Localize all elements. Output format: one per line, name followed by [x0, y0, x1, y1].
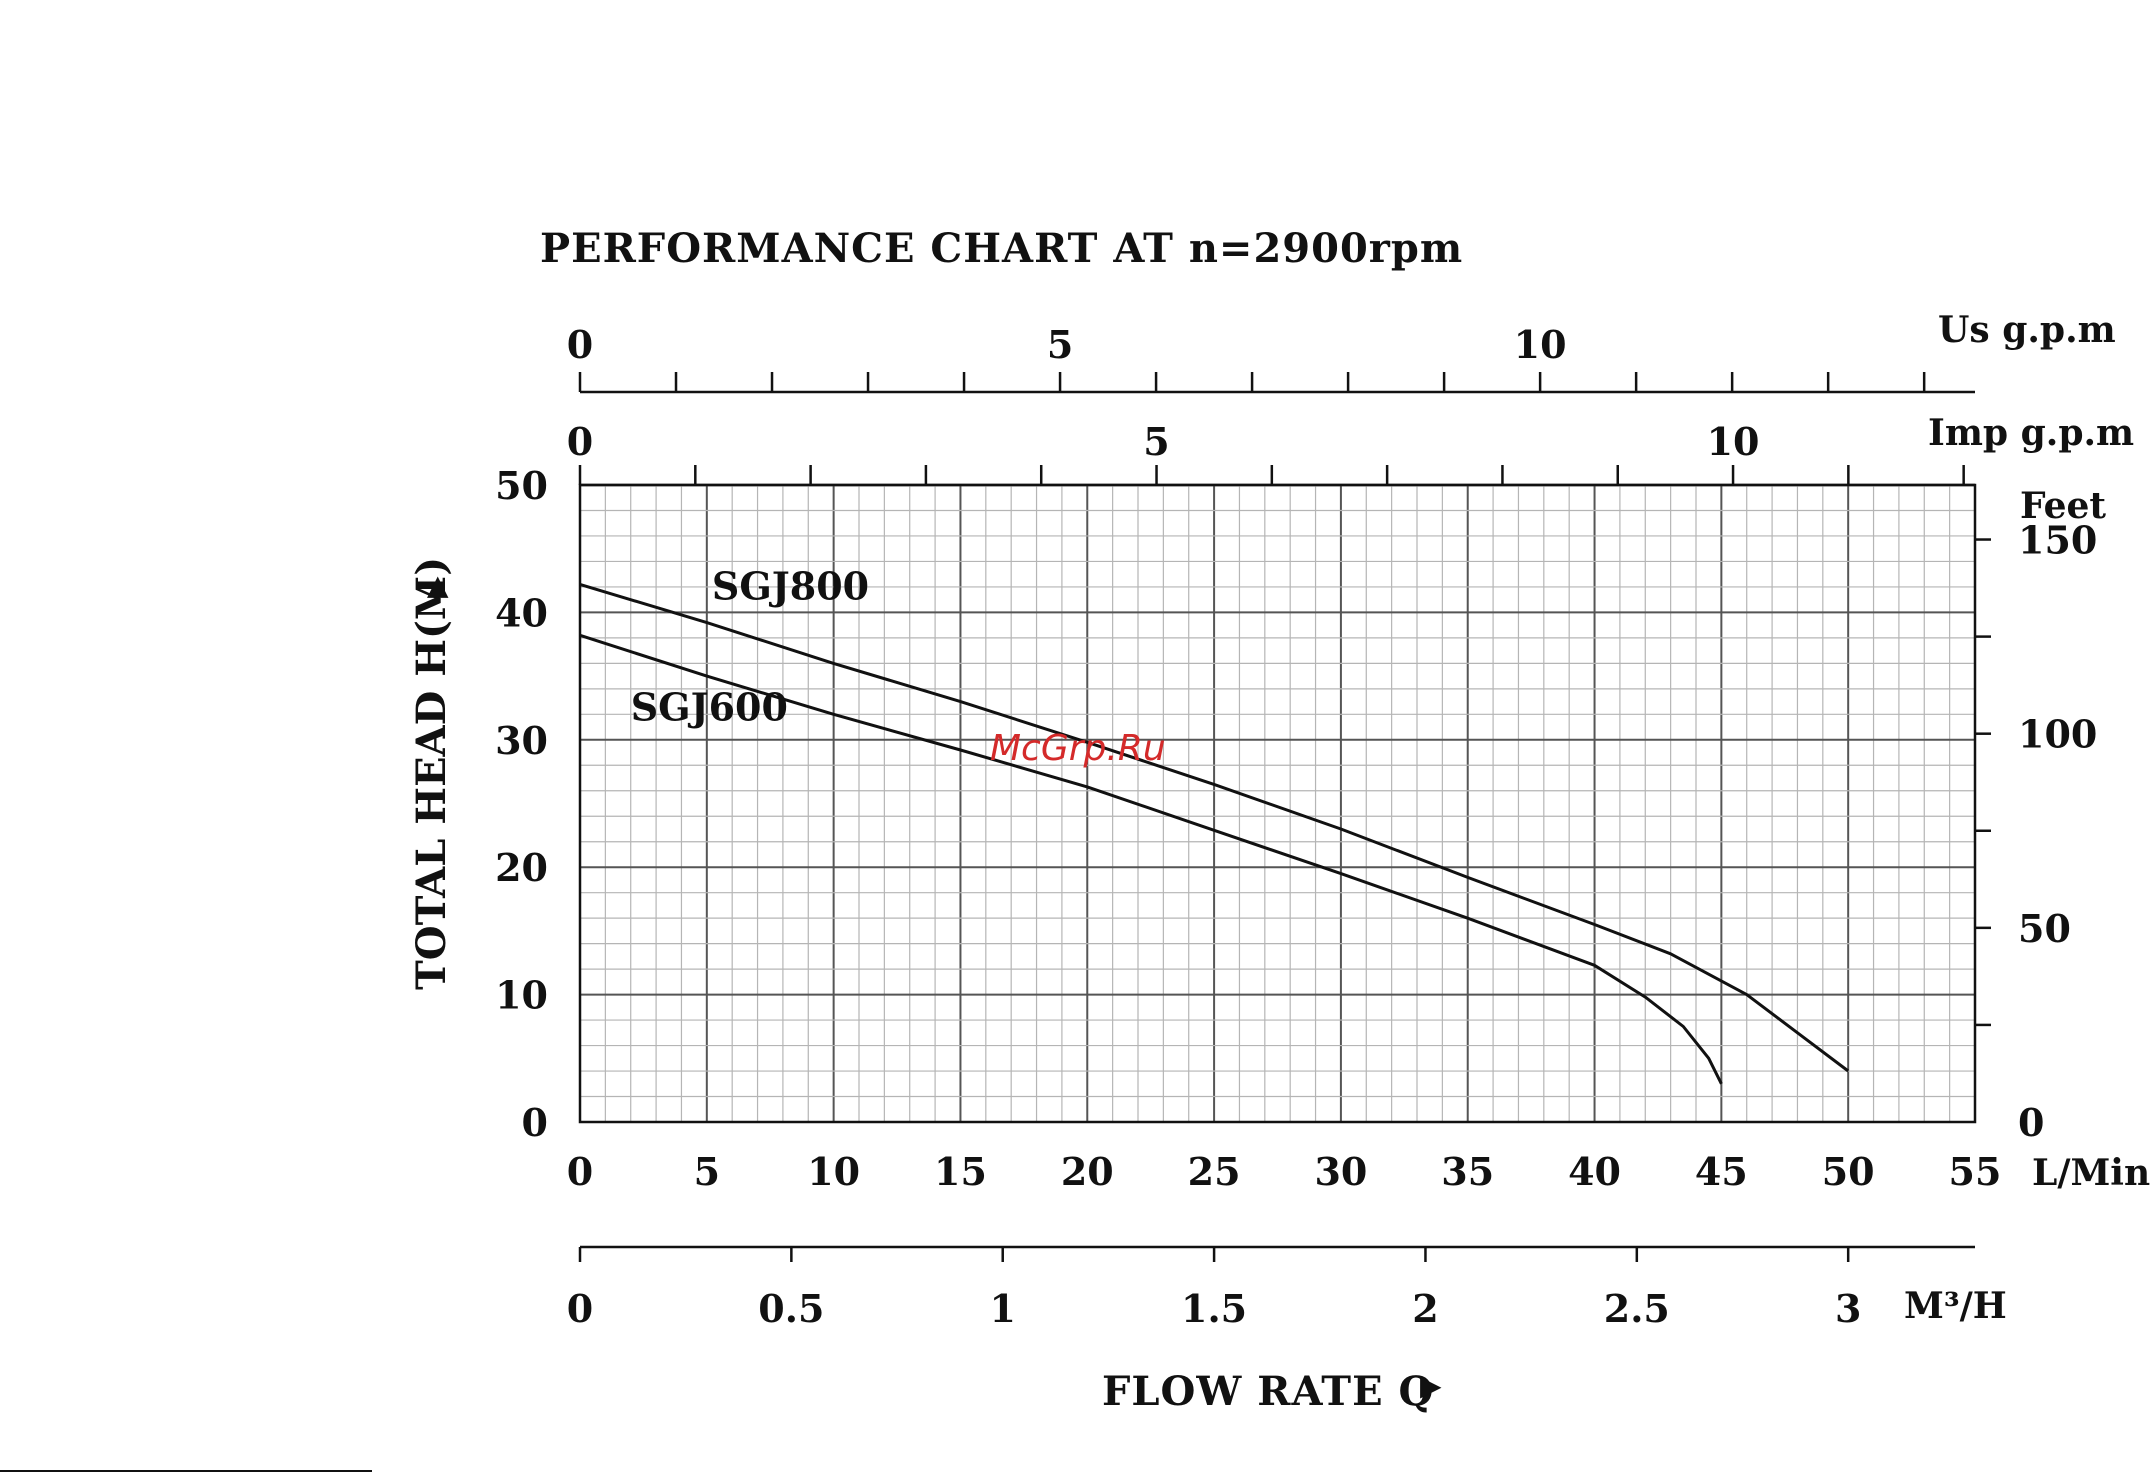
us-gpm-tick-label: 0 [567, 322, 593, 367]
x-axis-title: FLOW RATE Q [1102, 1368, 1434, 1415]
imp-gpm-axis: 0 5 10 [567, 419, 1975, 487]
y-axis-arrow: ▶ [419, 576, 452, 598]
m3h-axis: 0 0.5 1 1.5 2 2.5 3 [567, 1245, 1975, 1331]
feet-tick-label: 0 [2018, 1100, 2044, 1145]
m3h-tick-label: 3 [1835, 1286, 1861, 1331]
us-gpm-unit-label: Us g.p.m [1938, 309, 2116, 351]
chart-title: PERFORMANCE CHART AT n=2900rpm [540, 225, 1463, 272]
x-tick-label: 5 [694, 1149, 720, 1194]
imp-gpm-tick-label: 0 [567, 419, 593, 464]
x-tick-label: 15 [934, 1149, 987, 1194]
feet-tick-label: 50 [2018, 906, 2071, 951]
series-label-sgj800: SGJ800 [712, 564, 869, 609]
x-axis-tick-labels: 0 5 10 15 20 25 30 35 40 45 50 55 [567, 1149, 2002, 1194]
m3h-tick-label: 2.5 [1604, 1286, 1670, 1331]
y-tick-label: 30 [495, 718, 548, 763]
y-tick-label: 10 [495, 973, 548, 1018]
m3h-tick-label: 1 [990, 1286, 1016, 1331]
x-tick-label: 40 [1568, 1149, 1621, 1194]
us-gpm-tick-label: 10 [1514, 322, 1567, 367]
x-tick-label: 20 [1061, 1149, 1114, 1194]
imp-gpm-unit-label: Imp g.p.m [1928, 412, 2134, 454]
feet-axis: 0 50 100 150 [1975, 518, 2097, 1145]
feet-tick-label: 100 [2018, 712, 2097, 757]
x-tick-label: 45 [1695, 1149, 1748, 1194]
watermark: McGrp.Ru [990, 728, 1166, 769]
x-tick-label: 25 [1188, 1149, 1241, 1194]
us-gpm-tick-label: 5 [1047, 322, 1073, 367]
m3h-tick-label: 0.5 [758, 1286, 824, 1331]
y-tick-label: 0 [522, 1100, 548, 1145]
y-axis-tick-labels: 0 10 20 30 40 50 [495, 463, 548, 1145]
m3h-unit-label: M³/H [1904, 1285, 2007, 1327]
chart-grid [580, 485, 1975, 1122]
y-tick-label: 40 [495, 590, 548, 635]
l-min-unit-label: L/Min [2032, 1152, 2150, 1194]
x-axis-arrow: ▶ [1420, 1369, 1442, 1402]
series-group [579, 582, 1850, 1085]
imp-gpm-tick-label: 5 [1143, 419, 1169, 464]
feet-tick-label: 150 [2018, 518, 2097, 563]
feet-unit-label: Feet [2020, 485, 2106, 527]
imp-gpm-tick-label: 10 [1707, 419, 1760, 464]
m3h-tick-label: 0 [567, 1286, 593, 1331]
m3h-tick-label: 1.5 [1181, 1286, 1247, 1331]
us-gpm-axis: 0 5 10 [567, 322, 1975, 394]
x-tick-label: 0 [567, 1149, 593, 1194]
x-tick-label: 55 [1949, 1149, 2002, 1194]
x-tick-label: 35 [1441, 1149, 1494, 1194]
series-label-sgj600: SGJ600 [631, 685, 788, 730]
x-tick-label: 30 [1314, 1149, 1367, 1194]
series-line-sgj800 [579, 582, 1850, 1073]
series-line-sgj600 [579, 633, 1723, 1085]
plot-frame [578, 483, 1977, 1124]
x-tick-label: 10 [807, 1149, 860, 1194]
m3h-tick-label: 2 [1412, 1286, 1438, 1331]
x-tick-label: 50 [1822, 1149, 1875, 1194]
y-tick-label: 50 [495, 463, 548, 508]
y-axis-title: TOTAL HEAD H(M) [408, 557, 455, 990]
series-labels: SGJ800 SGJ600 [631, 564, 869, 730]
y-tick-label: 20 [495, 845, 548, 890]
